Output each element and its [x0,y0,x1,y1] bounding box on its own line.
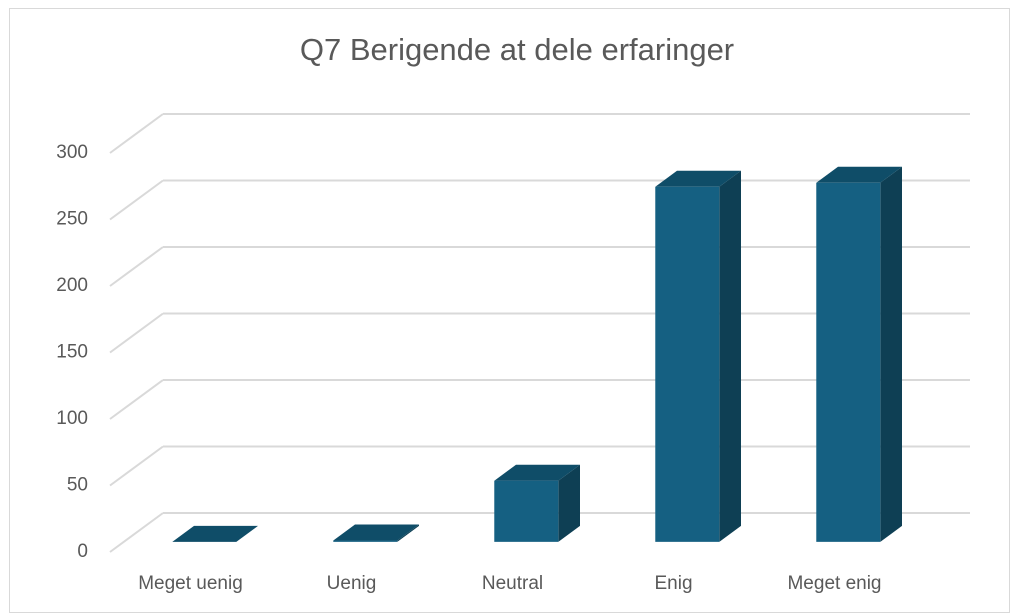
bar [494,480,559,542]
y-tick-label: 100 [56,408,88,429]
bar-top [333,524,419,541]
bar-top [172,525,258,542]
bar [816,182,881,542]
y-tick-label: 0 [77,541,88,562]
bar [333,540,398,542]
bar-side [719,170,741,542]
x-tick-label: Meget enig [787,573,881,594]
bar-side [397,524,419,542]
y-tick-label: 150 [56,342,88,363]
grid-line-side [109,312,164,354]
bar [655,186,720,542]
y-tick-label: 300 [56,142,88,163]
bar-top [494,464,580,481]
x-tick-label: Neutral [482,573,543,594]
bar-side [880,166,902,542]
grid-line-side [109,113,164,154]
bar-side [558,464,580,542]
x-tick-label: Uenig [327,573,377,594]
y-tick-label: 250 [56,209,88,230]
grid-line-side [109,179,164,221]
y-tick-label: 200 [56,275,88,296]
chart-title: Q7 Berigende at dele erfaringer [300,32,734,67]
x-tick-label: Enig [654,573,692,594]
grid-line-side [109,246,164,287]
x-tick-label: Meget uenig [138,573,243,594]
grid-line-side [109,512,164,553]
grid-line-side [109,445,164,487]
bar-top [655,170,741,187]
bar-top [816,166,902,183]
y-tick-label: 50 [67,475,88,496]
grid-line-side [109,379,164,420]
